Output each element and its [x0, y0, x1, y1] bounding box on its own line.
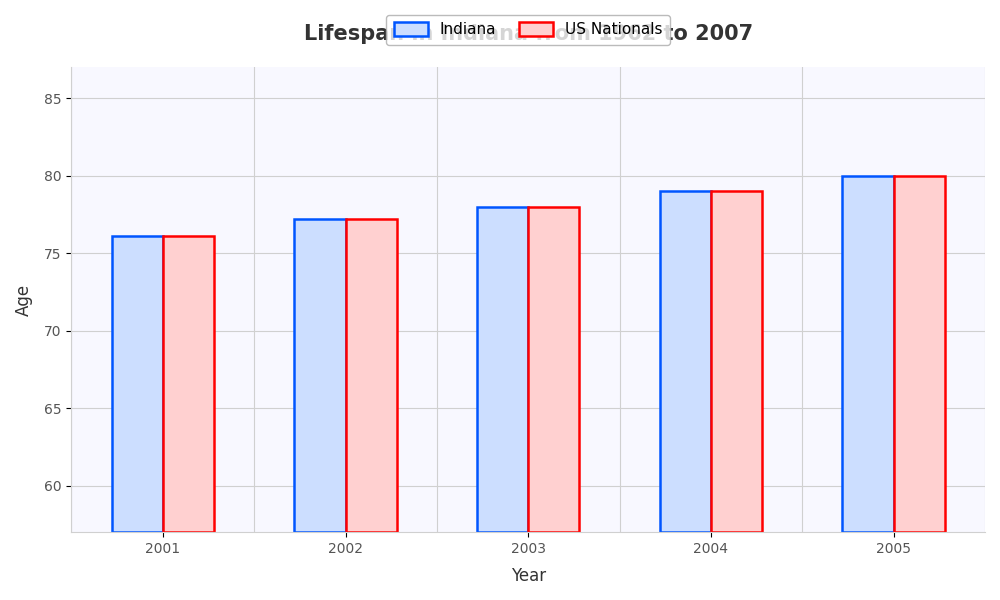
Bar — [528, 207, 579, 532]
Bar — [894, 176, 945, 532]
Y-axis label: Age: Age — [15, 284, 33, 316]
Bar — [842, 176, 894, 532]
X-axis label: Year: Year — [511, 567, 546, 585]
Bar — [477, 207, 528, 532]
Bar — [660, 191, 711, 532]
Bar — [711, 191, 762, 532]
Bar — [163, 236, 214, 532]
Title: Lifespan in Indiana from 1962 to 2007: Lifespan in Indiana from 1962 to 2007 — [304, 23, 753, 44]
Bar — [112, 236, 163, 532]
Legend: Indiana, US Nationals: Indiana, US Nationals — [386, 14, 670, 45]
Bar — [346, 219, 397, 532]
Bar — [294, 219, 346, 532]
